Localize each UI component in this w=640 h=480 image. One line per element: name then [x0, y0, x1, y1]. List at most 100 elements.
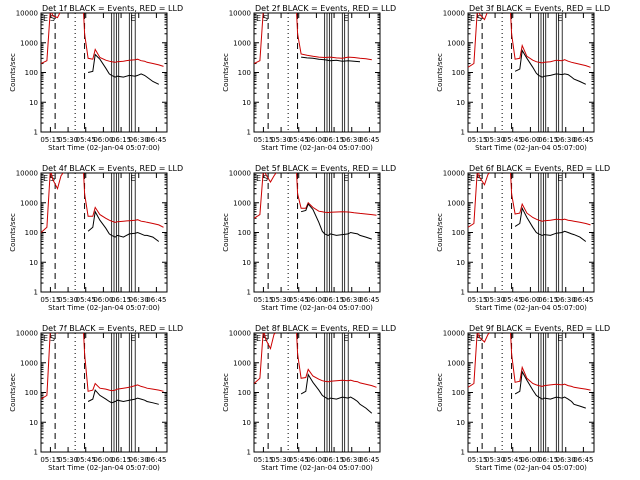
x-tick-label: 05:45	[503, 136, 523, 144]
marker-label: E	[256, 174, 261, 183]
x-tick-label: 06:45	[359, 296, 379, 304]
y-tick-label: 100	[25, 229, 38, 237]
x-tick-label: 06:00	[93, 296, 113, 304]
y-tick-label: 1	[461, 129, 465, 137]
plot-frame	[253, 172, 381, 293]
y-tick-label: 10	[242, 99, 251, 107]
series-line-lld	[41, 333, 164, 400]
series-line-events	[87, 53, 160, 85]
marker-label: S	[263, 14, 268, 23]
x-tick-label: 06:15	[324, 136, 344, 144]
x-tick-label: 05:45	[76, 136, 96, 144]
x-tick-label: 06:15	[538, 456, 558, 464]
y-tick-label: 10000	[443, 170, 465, 178]
marker-label: E	[557, 174, 562, 183]
x-tick-label: 06:15	[538, 296, 558, 304]
x-tick-label: 05:45	[289, 296, 309, 304]
x-tick-label: 06:00	[93, 456, 113, 464]
x-axis-label: Start Time (02-Jan-04 05:07:00)	[48, 144, 160, 152]
x-tick-label: 05:45	[76, 296, 96, 304]
y-tick-label: 10	[242, 259, 251, 267]
x-tick-label: 05:15	[253, 136, 273, 144]
x-tick-label: 06:15	[538, 136, 558, 144]
y-tick-label: 10000	[229, 170, 251, 178]
y-tick-label: 1	[34, 449, 38, 457]
panel-title: Det 3f BLACK = Events, RED = LLD	[469, 4, 610, 13]
series-line-lld	[254, 13, 372, 64]
y-tick-label: 10000	[229, 10, 251, 18]
y-tick-label: 1000	[447, 199, 465, 207]
x-tick-label: 05:15	[467, 136, 487, 144]
y-tick-label: 10	[29, 259, 38, 267]
y-tick-label: 10000	[16, 330, 38, 338]
x-tick-label: 06:45	[359, 136, 379, 144]
marker-label: E	[130, 174, 135, 183]
x-tick-label: 06:45	[146, 296, 166, 304]
x-tick-label: 06:15	[324, 296, 344, 304]
y-tick-label: 100	[452, 389, 465, 397]
series-line-events	[514, 49, 587, 85]
x-tick-label: 05:15	[253, 296, 273, 304]
x-axis-label: Start Time (02-Jan-04 05:07:00)	[48, 464, 160, 472]
x-tick-label: 06:45	[359, 456, 379, 464]
x-tick-label: 05:15	[40, 296, 60, 304]
y-tick-label: 1000	[447, 359, 465, 367]
y-tick-label: 1	[34, 129, 38, 137]
x-tick-label: 05:30	[271, 296, 291, 304]
marker-label: S	[477, 334, 482, 343]
marker-label: S	[477, 174, 482, 183]
x-tick-label: 06:00	[306, 136, 326, 144]
x-tick-label: 06:45	[146, 456, 166, 464]
x-tick-label: 05:30	[485, 136, 505, 144]
marker-label: E	[130, 334, 135, 343]
x-tick-label: 05:30	[58, 456, 78, 464]
marker-label: E	[343, 174, 348, 183]
marker-label: E	[470, 174, 475, 183]
y-tick-label: 100	[238, 229, 251, 237]
series-line-lld	[41, 13, 164, 67]
panel-title: Det 7f BLACK = Events, RED = LLD	[42, 324, 183, 333]
x-tick-label: 05:45	[503, 296, 523, 304]
x-tick-label: 06:30	[129, 296, 149, 304]
y-tick-label: 100	[25, 389, 38, 397]
marker-label: E	[470, 14, 475, 23]
x-tick-label: 06:45	[573, 456, 593, 464]
series-line-events	[300, 203, 372, 240]
y-tick-label: 10000	[16, 170, 38, 178]
x-tick-label: 06:30	[556, 296, 576, 304]
y-tick-label: 100	[25, 69, 38, 77]
series-line-events	[514, 370, 586, 409]
series-line-events	[87, 389, 159, 405]
x-axis-label: Start Time (02-Jan-04 05:07:00)	[261, 464, 373, 472]
y-axis-label: Counts/sec	[9, 53, 17, 92]
x-tick-label: 06:30	[556, 456, 576, 464]
x-tick-label: 05:30	[58, 296, 78, 304]
marker-label: E	[256, 14, 261, 23]
series-line-events	[514, 206, 587, 242]
y-axis-label: Counts/sec	[222, 373, 230, 412]
x-tick-label: 05:30	[485, 456, 505, 464]
x-tick-label: 06:00	[520, 296, 540, 304]
y-tick-label: 1000	[233, 199, 251, 207]
marker-label: E	[557, 14, 562, 23]
x-axis-label: Start Time (02-Jan-04 05:07:00)	[475, 144, 587, 152]
x-tick-label: 06:00	[520, 136, 540, 144]
plot-frame	[253, 12, 381, 133]
x-tick-label: 06:00	[306, 296, 326, 304]
y-axis-label: Counts/sec	[222, 53, 230, 92]
x-tick-label: 06:15	[111, 296, 131, 304]
x-tick-label: 05:15	[40, 456, 60, 464]
y-tick-label: 1	[247, 449, 251, 457]
y-tick-label: 10	[242, 419, 251, 427]
series-line-lld	[468, 333, 591, 391]
x-tick-label: 05:45	[289, 456, 309, 464]
y-tick-label: 1	[34, 289, 38, 297]
x-tick-label: 06:30	[129, 456, 149, 464]
y-tick-label: 10000	[229, 330, 251, 338]
